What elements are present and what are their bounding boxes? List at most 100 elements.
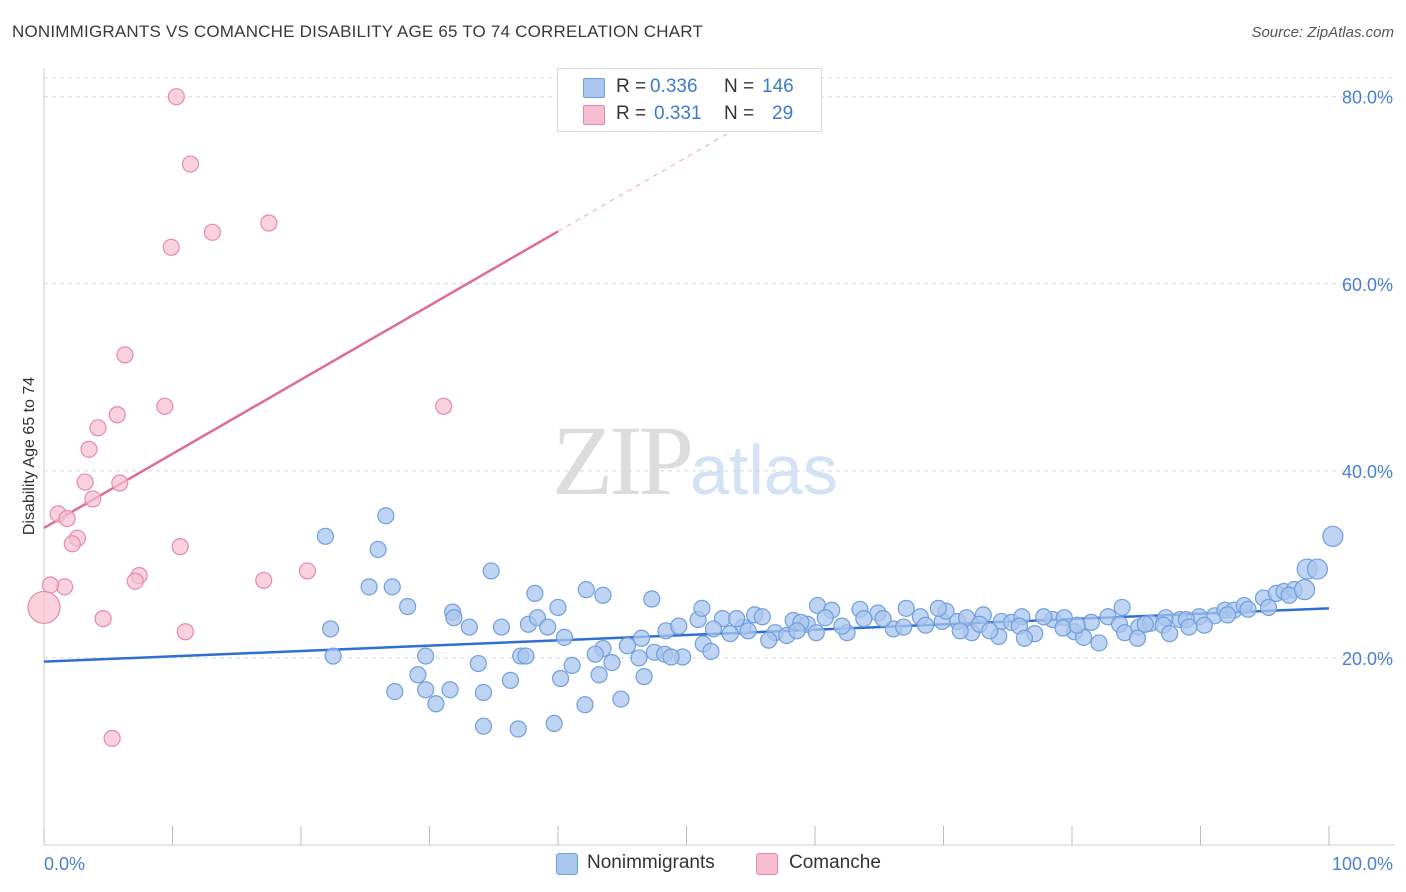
data-point-nonimmigrants — [693, 599, 711, 617]
data-point-nonimmigrants — [445, 609, 463, 627]
data-point-nonimmigrants — [577, 581, 595, 599]
data-point-nonimmigrants — [612, 690, 630, 708]
bottom-legend: Nonimmigrants Comanche — [0, 851, 1406, 879]
legend-n-value: 29 — [772, 103, 794, 124]
bottom-legend-label: Comanche — [789, 852, 881, 873]
data-point-nonimmigrants — [1260, 598, 1278, 617]
data-point-comanche — [435, 397, 453, 415]
data-point-comanche — [167, 88, 185, 106]
data-point-comanche — [27, 590, 61, 625]
data-point-nonimmigrants — [1239, 600, 1257, 618]
data-point-nonimmigrants — [383, 578, 401, 596]
data-point-nonimmigrants — [643, 590, 661, 608]
data-point-nonimmigrants — [409, 666, 427, 684]
legend-row-nonimmigrants: R = 0.336 N = 146 — [558, 74, 821, 100]
legend-swatch-blue — [556, 853, 578, 875]
data-point-comanche — [84, 490, 102, 508]
data-point-nonimmigrants — [321, 620, 340, 638]
data-point-nonimmigrants — [492, 618, 511, 636]
tick-labels: 20.0% 40.0% 60.0% 80.0% 0.0% 100.0% — [44, 88, 1393, 874]
data-point-nonimmigrants — [618, 637, 636, 655]
data-point-nonimmigrants — [594, 586, 612, 604]
data-point-nonimmigrants — [788, 622, 806, 640]
data-point-nonimmigrants — [895, 618, 913, 636]
data-point-nonimmigrants — [517, 647, 535, 665]
data-point-nonimmigrants — [551, 669, 570, 688]
data-point-nonimmigrants — [1090, 634, 1108, 652]
data-point-nonimmigrants — [1218, 606, 1237, 624]
data-point-nonimmigrants — [807, 624, 825, 642]
data-point-nonimmigrants — [501, 671, 520, 689]
chart-title: NONIMMIGRANTS VS COMANCHE DISABILITY AGE… — [12, 22, 704, 41]
y-tick-label: 40.0% — [1342, 462, 1393, 482]
legend-swatch-blue — [583, 78, 605, 98]
data-point-comanche — [55, 578, 74, 596]
trend-lines — [43, 119, 1330, 663]
data-point-nonimmigrants — [316, 527, 335, 545]
data-point-nonimmigrants — [539, 618, 557, 636]
y-tick-label: 80.0% — [1342, 88, 1393, 108]
data-point-nonimmigrants — [360, 578, 378, 596]
data-point-nonimmigrants — [662, 648, 680, 666]
y-tick-label: 60.0% — [1342, 275, 1393, 295]
y-tick-label: 20.0% — [1342, 649, 1393, 669]
watermark: ZIPatlas — [552, 403, 838, 518]
data-point-comanche — [298, 562, 317, 580]
data-point-nonimmigrants — [576, 696, 594, 714]
watermark-zip: ZIP — [552, 405, 694, 516]
data-point-comanche — [108, 406, 126, 424]
y-axis-label: Disability Age 65 to 74 — [21, 377, 38, 535]
data-point-nonimmigrants — [981, 622, 999, 640]
data-point-nonimmigrants — [721, 625, 739, 643]
data-point-nonimmigrants — [1082, 613, 1100, 631]
data-point-nonimmigrants — [753, 608, 771, 626]
bottom-legend-label: Nonimmigrants — [587, 852, 715, 873]
data-point-nonimmigrants — [603, 654, 621, 672]
data-point-comanche — [94, 610, 112, 628]
data-point-nonimmigrants — [545, 714, 563, 733]
data-point-nonimmigrants — [916, 616, 935, 634]
legend-n-label: N = — [724, 76, 755, 97]
data-point-comanche — [58, 509, 76, 528]
data-point-comanche — [126, 572, 144, 590]
data-point-nonimmigrants — [526, 584, 544, 602]
data-point-nonimmigrants — [563, 656, 581, 675]
data-point-nonimmigrants — [739, 622, 757, 640]
legend-n-value: 146 — [762, 76, 794, 97]
legend-r-label: R = — [616, 76, 647, 97]
data-point-nonimmigrants — [1195, 616, 1213, 634]
data-point-nonimmigrants — [549, 598, 567, 617]
data-point-nonimmigrants — [474, 683, 493, 702]
data-point-nonimmigrants — [324, 647, 342, 665]
data-point-nonimmigrants — [377, 507, 395, 525]
x-tick-label: 100.0% — [1332, 854, 1393, 874]
series-nonimmigrants — [316, 507, 1344, 738]
data-point-nonimmigrants — [760, 631, 778, 649]
data-point-nonimmigrants — [399, 597, 417, 616]
data-point-nonimmigrants — [1068, 616, 1086, 634]
data-point-nonimmigrants — [1015, 629, 1034, 647]
data-point-comanche — [255, 571, 273, 589]
data-point-nonimmigrants — [1035, 608, 1053, 626]
data-point-nonimmigrants — [816, 609, 834, 627]
legend-swatch-pink — [583, 105, 605, 125]
legend-swatch-pink — [756, 853, 778, 875]
data-point-nonimmigrants — [635, 668, 653, 686]
data-point-comanche — [162, 238, 180, 256]
data-point-comanche — [181, 155, 200, 173]
data-point-nonimmigrants — [874, 610, 892, 628]
legend-r-value: 0.331 — [654, 103, 702, 124]
data-point-nonimmigrants — [417, 681, 435, 699]
data-point-nonimmigrants — [1180, 618, 1198, 636]
data-point-nonimmigrants — [441, 681, 459, 699]
data-point-nonimmigrants — [555, 628, 574, 646]
data-point-comanche — [260, 214, 278, 232]
data-point-nonimmigrants — [1161, 625, 1179, 643]
data-point-nonimmigrants — [509, 720, 527, 738]
legend-n-label: N = — [724, 103, 755, 124]
data-point-comanche — [103, 729, 121, 747]
data-point-comanche — [41, 576, 60, 594]
data-point-comanche — [76, 473, 94, 491]
x-tick-label: 0.0% — [44, 854, 85, 874]
